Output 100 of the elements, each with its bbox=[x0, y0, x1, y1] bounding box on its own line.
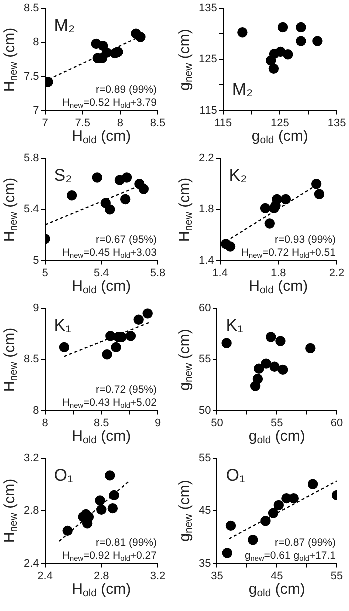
annotation: r=0.89 (99%) bbox=[96, 84, 157, 96]
point bbox=[95, 496, 106, 506]
x-tick-label: 5 bbox=[42, 267, 48, 280]
y-tick-label: 2.4 bbox=[24, 558, 40, 570]
point bbox=[111, 342, 122, 353]
x-tick-label: 3.2 bbox=[150, 570, 166, 582]
x-tick-label: 1.8 bbox=[270, 267, 286, 280]
point bbox=[264, 218, 275, 229]
y-tick-label: 1.4 bbox=[198, 254, 214, 267]
point bbox=[102, 349, 112, 360]
annotation: M₂ bbox=[54, 16, 76, 35]
y-tick-label: 8 bbox=[33, 404, 40, 417]
y-tick-label: 5.8 bbox=[24, 152, 40, 165]
x-tick-label: 8.5 bbox=[94, 417, 110, 430]
x-axis-title: g$_{old}$ (cm) bbox=[252, 128, 308, 146]
annotation: H$_{new}$=0.43 H$_{old}$+5.02 bbox=[62, 396, 157, 410]
x-tick-label: 9 bbox=[154, 417, 162, 430]
point bbox=[274, 500, 284, 511]
point bbox=[268, 508, 279, 518]
y-tick-label: 1.8 bbox=[198, 204, 214, 216]
point bbox=[254, 364, 264, 374]
annotation: g$_{new}$=0.61 g$_{old}$+17.1 bbox=[244, 550, 336, 563]
x-axis-title: g$_{old}$ (cm) bbox=[248, 428, 306, 446]
point bbox=[272, 194, 282, 205]
point bbox=[105, 470, 116, 481]
y-tick-label: 35 bbox=[198, 558, 212, 570]
point bbox=[108, 503, 118, 514]
x-tick-label: 1.4 bbox=[212, 267, 228, 280]
x-axis-title: H$_{old}$ (cm) bbox=[249, 278, 308, 296]
x-tick-label: 5.8 bbox=[150, 267, 166, 280]
y-tick-label: 45 bbox=[198, 505, 212, 518]
annotation: H$_{new}$=0.45 H$_{old}$+3.03 bbox=[62, 246, 157, 260]
y-tick-label: 135 bbox=[198, 2, 218, 15]
point bbox=[296, 36, 306, 46]
y-tick-label: 8.5 bbox=[24, 2, 40, 15]
point bbox=[96, 504, 107, 515]
annotation: r=0.93 (99%) bbox=[275, 234, 336, 246]
point bbox=[59, 342, 70, 353]
x-tick-label: 5.4 bbox=[94, 267, 110, 280]
annotation: H$_{new}$=0.72 H$_{old}$+0.51 bbox=[241, 246, 336, 260]
x-axis-title: g$_{old}$ (cm) bbox=[248, 580, 306, 600]
x-tick-label: 8 bbox=[42, 417, 48, 430]
x-axis-title: H$_{old}$ (cm) bbox=[72, 128, 132, 146]
annotation: K₁ bbox=[226, 316, 244, 335]
x-tick-label: 135 bbox=[328, 117, 346, 130]
x-axis-title: H$_{old}$ (cm) bbox=[72, 428, 132, 446]
y-tick-label: 50 bbox=[198, 404, 212, 417]
annotation: r=0.72 (95%) bbox=[96, 384, 157, 396]
y-tick-label: 8 bbox=[33, 36, 40, 49]
y-tick-label: 55 bbox=[198, 354, 212, 366]
point bbox=[136, 32, 146, 42]
x-tick-label: 115 bbox=[214, 117, 232, 130]
point bbox=[311, 179, 322, 190]
point bbox=[226, 520, 236, 532]
annotation: r=0.67 (95%) bbox=[96, 234, 157, 246]
y-tick-label: 8.5 bbox=[24, 354, 40, 366]
point bbox=[248, 535, 258, 546]
annotation: H$_{new}$=0.92 H$_{old}$+0.27 bbox=[62, 550, 157, 563]
point bbox=[62, 526, 73, 536]
point bbox=[260, 516, 271, 526]
y-tick-label: 125 bbox=[198, 54, 218, 66]
point bbox=[270, 362, 280, 372]
y-tick-label: 55 bbox=[198, 452, 212, 465]
x-tick-label: 8.5 bbox=[150, 117, 166, 130]
point bbox=[276, 336, 286, 346]
point bbox=[314, 189, 325, 200]
annotation: r=0.87 (99%) bbox=[275, 536, 336, 549]
x-tick-label: 55 bbox=[330, 570, 344, 582]
y-tick-label: 2.8 bbox=[24, 505, 40, 518]
y-tick-label: 5 bbox=[33, 254, 40, 267]
x-tick-label: 55 bbox=[270, 417, 284, 430]
x-axis-title: H$_{old}$ (cm) bbox=[72, 580, 132, 600]
point bbox=[266, 332, 276, 342]
annotation: K₁ bbox=[54, 316, 72, 335]
point bbox=[308, 479, 318, 490]
point bbox=[225, 242, 236, 252]
point bbox=[278, 364, 288, 376]
point bbox=[222, 338, 232, 348]
point bbox=[238, 28, 248, 38]
y-tick-label: 115 bbox=[200, 104, 218, 117]
y-tick-label: 9 bbox=[33, 302, 40, 315]
annotation: O₁ bbox=[54, 466, 74, 485]
annotation: O₁ bbox=[226, 466, 246, 485]
annotation: r=0.81 (99%) bbox=[96, 536, 157, 549]
point bbox=[288, 493, 299, 504]
point bbox=[268, 64, 280, 74]
y-tick-label: 2.2 bbox=[198, 152, 214, 165]
annotation: H$_{new}$=0.52 H$_{old}$+3.79 bbox=[62, 96, 157, 110]
point bbox=[296, 22, 306, 33]
point bbox=[109, 490, 120, 501]
point bbox=[142, 308, 153, 319]
x-tick-label: 60 bbox=[330, 417, 344, 430]
y-tick-label: 60 bbox=[198, 302, 212, 315]
point bbox=[126, 331, 136, 342]
point bbox=[120, 194, 131, 205]
point bbox=[312, 36, 323, 46]
y-tick-label: 7.5 bbox=[24, 70, 40, 83]
point bbox=[261, 358, 272, 369]
point bbox=[222, 548, 233, 558]
x-tick-label: 7 bbox=[42, 117, 48, 130]
